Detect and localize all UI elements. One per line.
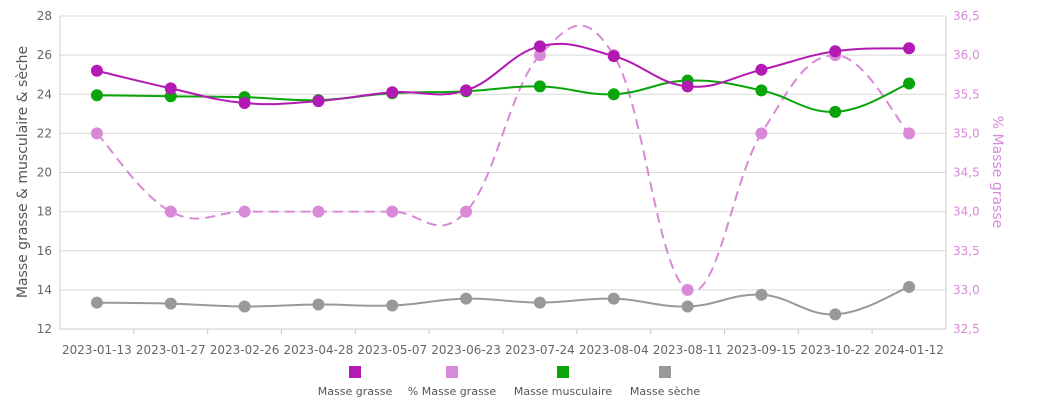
data-point-pct-masse-grasse bbox=[386, 205, 399, 218]
legend-label-masse-musculaire: Masse musculaire bbox=[514, 385, 613, 398]
series-lines bbox=[96, 24, 910, 316]
y-tick-label-left: 22 bbox=[37, 126, 52, 140]
data-point-pct-masse-grasse bbox=[90, 127, 103, 140]
x-tick-label: 2023-08-04 bbox=[579, 343, 649, 357]
legend-label-pct-masse-grasse: % Masse grasse bbox=[408, 385, 497, 398]
y-tick-label-left: 20 bbox=[37, 166, 52, 180]
x-tick-label: 2023-05-07 bbox=[357, 343, 427, 357]
x-axis-ticks: 2023-01-13 2023-01-27 2023-02-26 2023-04-28… bbox=[62, 329, 944, 357]
data-point-masse-s-che bbox=[164, 297, 177, 310]
data-point-masse-grasse bbox=[903, 42, 916, 55]
data-point-pct-masse-grasse bbox=[533, 49, 546, 62]
data-point-masse-grasse bbox=[386, 86, 399, 99]
series-line-masse-s-che bbox=[96, 286, 910, 316]
x-tick-label: 2024-01-12 bbox=[874, 343, 944, 357]
data-point-masse-grasse bbox=[607, 50, 620, 63]
data-point-masse-s-che bbox=[755, 288, 768, 301]
x-tick-label: 2023-09-15 bbox=[727, 343, 797, 357]
data-point-masse-musculaire bbox=[607, 88, 620, 101]
data-point-pct-masse-grasse bbox=[238, 205, 251, 218]
x-tick-label: 2023-08-11 bbox=[653, 343, 723, 357]
y-tick-label-left: 24 bbox=[37, 87, 52, 101]
data-point-pct-masse-grasse bbox=[460, 205, 473, 218]
y-tick-label-right: 35,0 bbox=[953, 126, 980, 140]
data-point-masse-grasse bbox=[312, 95, 325, 108]
data-point-pct-masse-grasse bbox=[312, 205, 325, 218]
y-tick-label-left: 16 bbox=[37, 244, 52, 258]
y-tick-label-left: 12 bbox=[37, 322, 52, 336]
series-line-masse-musculaire bbox=[96, 79, 910, 113]
y-tick-label-left: 18 bbox=[37, 205, 52, 219]
y-axis-left-ticks: 12 14 16 18 20 22 24 26 28 bbox=[37, 9, 52, 336]
data-point-masse-s-che bbox=[238, 300, 251, 313]
y-axis-right-ticks: 32,5 33,0 33,5 34,0 34,5 35,0 35,5 36,0 36,5 bbox=[953, 9, 980, 336]
data-point-masse-musculaire bbox=[903, 77, 916, 90]
series-line-masse-grasse bbox=[96, 42, 910, 106]
y-tick-label-left: 26 bbox=[37, 48, 52, 62]
legend-swatch-masse-s-che bbox=[659, 366, 671, 378]
data-point-masse-s-che bbox=[312, 298, 325, 311]
y-tick-label-left: 28 bbox=[37, 9, 52, 23]
data-point-masse-s-che bbox=[386, 299, 399, 312]
x-tick-label: 2023-10-22 bbox=[800, 343, 870, 357]
data-point-masse-s-che bbox=[607, 292, 620, 305]
data-point-masse-s-che bbox=[90, 296, 103, 309]
series-points bbox=[90, 40, 916, 321]
x-tick-label: 2023-01-27 bbox=[136, 343, 206, 357]
y-axis-left-title: Masse grasse & musculaire & sèche bbox=[15, 46, 31, 298]
y-tick-label-right: 33,0 bbox=[953, 283, 980, 297]
legend-swatch-pct-masse-grasse bbox=[446, 366, 458, 378]
y-tick-label-right: 34,5 bbox=[953, 166, 980, 180]
data-point-masse-musculaire bbox=[90, 89, 103, 102]
data-point-pct-masse-grasse bbox=[681, 283, 694, 296]
legend-swatch-masse-grasse bbox=[349, 366, 361, 378]
data-point-masse-grasse bbox=[681, 80, 694, 93]
x-tick-label: 2023-01-13 bbox=[62, 343, 132, 357]
legend: Masse grasse % Masse grasse Masse musculai… bbox=[318, 366, 700, 398]
y-axis-right-title: % Masse grasse bbox=[989, 116, 1005, 229]
data-point-masse-s-che bbox=[681, 300, 694, 313]
y-tick-label-right: 36,5 bbox=[953, 9, 980, 23]
x-tick-label: 2023-07-24 bbox=[505, 343, 575, 357]
data-point-masse-grasse bbox=[238, 97, 251, 110]
data-point-masse-s-che bbox=[533, 296, 546, 309]
data-point-masse-s-che bbox=[903, 280, 916, 293]
y-tick-label-right: 35,5 bbox=[953, 87, 980, 101]
x-tick-label: 2023-02-26 bbox=[210, 343, 280, 357]
y-tick-label-right: 32,5 bbox=[953, 322, 980, 336]
data-point-pct-masse-grasse bbox=[903, 127, 916, 140]
data-point-masse-grasse bbox=[829, 45, 842, 58]
data-point-masse-s-che bbox=[829, 308, 842, 321]
data-point-masse-musculaire bbox=[829, 105, 842, 118]
y-tick-label-right: 33,5 bbox=[953, 244, 980, 258]
x-tick-label: 2023-06-23 bbox=[431, 343, 501, 357]
data-point-masse-grasse bbox=[460, 84, 473, 97]
data-point-masse-s-che bbox=[460, 292, 473, 305]
series-line-pct-masse-grasse bbox=[96, 24, 910, 293]
y-tick-label-right: 36,0 bbox=[953, 48, 980, 62]
data-point-masse-musculaire bbox=[533, 80, 546, 93]
data-point-masse-grasse bbox=[90, 64, 103, 77]
data-point-masse-musculaire bbox=[755, 84, 768, 97]
y-tick-label-left: 14 bbox=[37, 283, 52, 297]
y-tick-label-right: 34,0 bbox=[953, 205, 980, 219]
data-point-pct-masse-grasse bbox=[164, 205, 177, 218]
data-point-masse-grasse bbox=[755, 63, 768, 76]
data-point-masse-grasse bbox=[164, 82, 177, 95]
data-point-masse-grasse bbox=[533, 40, 546, 53]
legend-label-masse-grasse: Masse grasse bbox=[318, 385, 393, 398]
data-point-pct-masse-grasse bbox=[755, 127, 768, 140]
legend-swatch-masse-musculaire bbox=[557, 366, 569, 378]
legend-label-masse-s-che: Masse sèche bbox=[630, 385, 700, 398]
x-tick-label: 2023-04-28 bbox=[284, 343, 354, 357]
